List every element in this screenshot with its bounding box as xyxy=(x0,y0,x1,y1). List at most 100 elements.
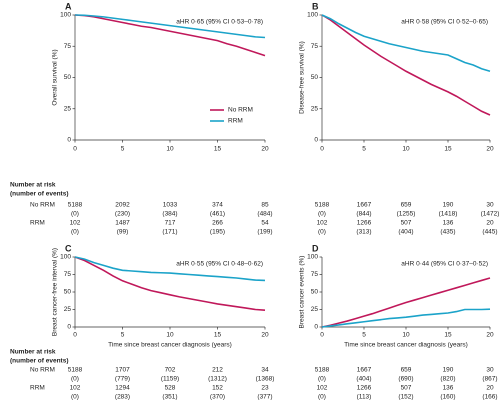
y-tick-label: 100 xyxy=(307,12,318,19)
number-at-risk: 659 xyxy=(401,367,412,374)
number-at-risk: 5188 xyxy=(315,202,330,209)
number-of-events: (404) xyxy=(398,229,413,236)
survival-curve xyxy=(74,256,266,282)
panel-title: C xyxy=(65,243,72,253)
number-of-events: (370) xyxy=(210,394,225,401)
legend-label: No RRM xyxy=(228,107,253,114)
number-of-events: (230) xyxy=(115,211,130,218)
y-tick-label: 100 xyxy=(60,254,71,261)
number-at-risk: 102 xyxy=(317,220,328,227)
number-at-risk: 1266 xyxy=(357,385,372,392)
number-at-risk: 5188 xyxy=(68,202,83,209)
annotation: aHR 0·58 (95% CI 0·52–0·65) xyxy=(401,19,488,26)
number-of-events: (690) xyxy=(398,376,413,383)
risk-row-label: No RRM xyxy=(30,367,55,374)
number-at-risk: 212 xyxy=(212,367,223,374)
risk-row-label: No RRM xyxy=(30,202,55,209)
number-of-events: (461) xyxy=(210,211,225,218)
y-tick-label: 75 xyxy=(311,43,319,50)
x-tick-label: 15 xyxy=(214,332,222,339)
survival-curve xyxy=(74,14,266,39)
number-at-risk: 30 xyxy=(486,202,494,209)
x-tick-label: 5 xyxy=(362,146,366,153)
number-at-risk: 1707 xyxy=(115,367,130,374)
x-tick-label: 5 xyxy=(121,332,125,339)
number-at-risk: 2092 xyxy=(115,202,130,209)
x-tick-label: 10 xyxy=(166,332,174,339)
number-of-events: (0) xyxy=(318,376,326,383)
number-of-events: (160) xyxy=(440,394,455,401)
legend-label: RRM xyxy=(228,118,243,125)
number-of-events: (1472) xyxy=(481,211,500,218)
number-at-risk: 20 xyxy=(486,220,494,227)
risk-row-label: RRM xyxy=(30,220,45,227)
survival-curve xyxy=(321,14,491,73)
number-of-events: (377) xyxy=(257,394,272,401)
number-at-risk: 136 xyxy=(443,220,454,227)
y-axis-label: Overall survival (%) xyxy=(52,49,59,105)
x-tick-label: 15 xyxy=(444,146,452,153)
risk-table-title: Number at risk xyxy=(10,182,56,189)
number-of-events: (820) xyxy=(440,376,455,383)
y-tick-label: 25 xyxy=(311,105,319,112)
y-tick-label: 25 xyxy=(311,306,319,313)
number-at-risk: 1667 xyxy=(357,202,372,209)
number-of-events: (152) xyxy=(398,394,413,401)
y-tick-label: 25 xyxy=(64,306,72,313)
number-at-risk: 528 xyxy=(165,385,176,392)
number-of-events: (0) xyxy=(71,376,79,383)
number-at-risk: 23 xyxy=(261,385,269,392)
number-at-risk: 374 xyxy=(212,202,223,209)
annotation: aHR 0·55 (95% CI 0·48–0·62) xyxy=(176,261,263,268)
number-at-risk: 5188 xyxy=(315,367,330,374)
x-tick-label: 5 xyxy=(362,332,366,339)
y-tick-label: 50 xyxy=(64,74,72,81)
number-of-events: (199) xyxy=(257,229,272,236)
number-at-risk: 1294 xyxy=(115,385,130,392)
survival-curve xyxy=(321,277,491,328)
x-tick-label: 0 xyxy=(320,332,324,339)
number-of-events: (779) xyxy=(115,376,130,383)
y-tick-label: 75 xyxy=(311,271,319,278)
x-tick-label: 10 xyxy=(166,146,174,153)
risk-row-label: RRM xyxy=(30,385,45,392)
survival-curve xyxy=(321,308,491,328)
x-tick-label: 0 xyxy=(73,146,77,153)
x-tick-label: 15 xyxy=(214,146,222,153)
number-at-risk: 1667 xyxy=(357,367,372,374)
x-tick-label: 5 xyxy=(121,146,125,153)
number-at-risk: 102 xyxy=(70,385,81,392)
number-at-risk: 717 xyxy=(165,220,176,227)
x-tick-label: 20 xyxy=(486,332,494,339)
number-of-events: (0) xyxy=(318,211,326,218)
y-tick-label: 50 xyxy=(64,289,72,296)
number-at-risk: 152 xyxy=(212,385,223,392)
number-of-events: (113) xyxy=(357,394,372,401)
number-at-risk: 30 xyxy=(486,367,494,374)
y-tick-label: 0 xyxy=(314,137,318,144)
number-at-risk: 659 xyxy=(401,202,412,209)
number-of-events: (844) xyxy=(356,211,371,218)
number-of-events: (0) xyxy=(318,394,326,401)
annotation: aHR 0·44 (95% CI 0·37–0·52) xyxy=(401,261,488,268)
number-of-events: (484) xyxy=(257,211,272,218)
x-axis-label: Time since breast cancer diagnosis (year… xyxy=(108,342,232,349)
number-of-events: (435) xyxy=(440,229,455,236)
number-of-events: (0) xyxy=(71,394,79,401)
number-of-events: (404) xyxy=(356,376,371,383)
x-tick-label: 20 xyxy=(486,146,494,153)
y-tick-label: 0 xyxy=(67,324,71,331)
number-at-risk: 85 xyxy=(261,202,269,209)
panel-title: A xyxy=(65,1,72,11)
number-at-risk: 190 xyxy=(443,367,454,374)
number-of-events: (1159) xyxy=(161,376,179,383)
number-at-risk: 20 xyxy=(486,385,494,392)
x-tick-label: 20 xyxy=(261,332,269,339)
number-of-events: (1368) xyxy=(256,376,275,383)
number-of-events: (166) xyxy=(482,394,497,401)
x-tick-label: 10 xyxy=(402,332,410,339)
number-of-events: (1255) xyxy=(397,211,416,218)
x-axis-label: Time since breast cancer diagnosis (year… xyxy=(344,342,468,349)
number-at-risk: 1487 xyxy=(115,220,130,227)
y-axis-label: Breast cancer events (%) xyxy=(299,256,306,329)
